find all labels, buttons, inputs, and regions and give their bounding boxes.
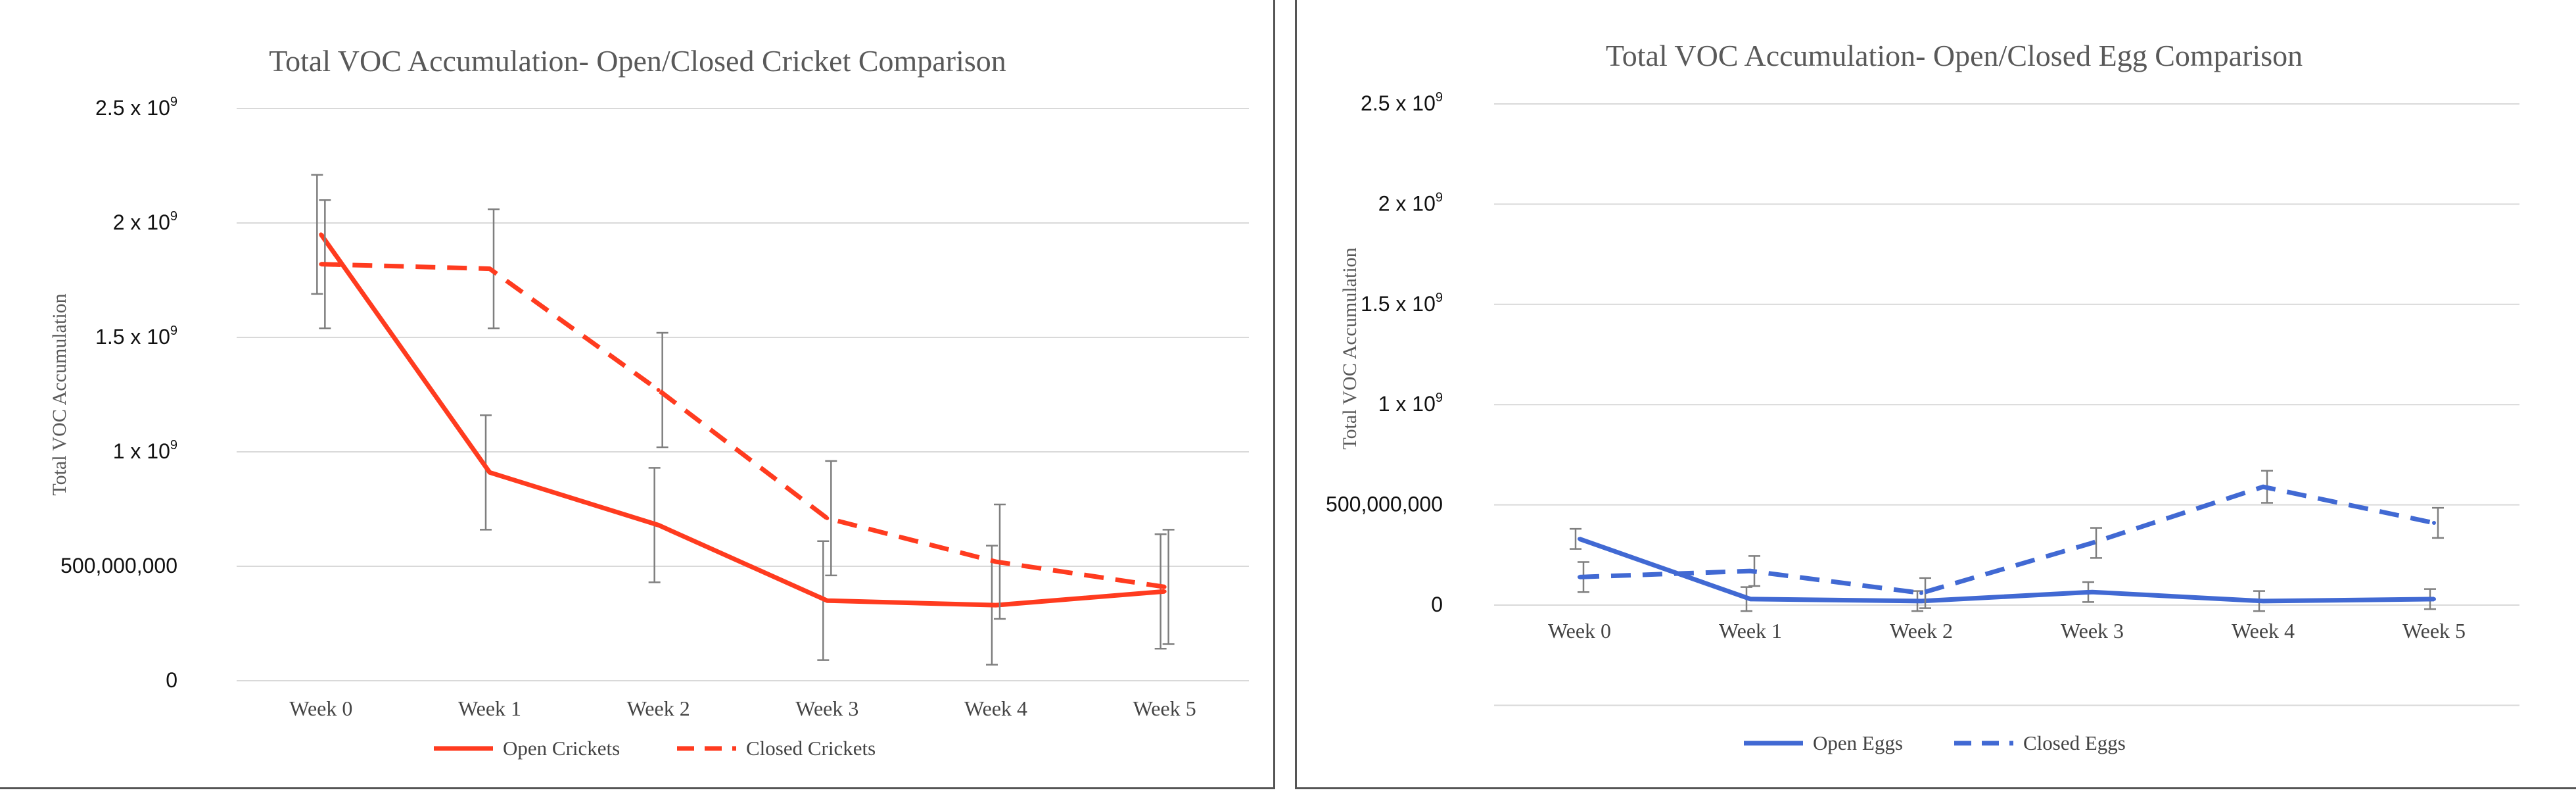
data-point (2261, 599, 2265, 603)
y-tick-label: 500,000,000 (1326, 493, 1443, 516)
y-tick-label: 1.5 x 109 (1361, 291, 1443, 316)
y-tick-label: 1 x 109 (113, 438, 177, 463)
cricket-chart: Total VOC Accumulation- Open/Closed Cric… (49, 44, 1249, 760)
y-axis-label: Total VOC Accumulation (1339, 247, 1361, 449)
y-axis-label: Total VOC Accumulation (49, 293, 70, 495)
y-tick-label: 0 (166, 668, 177, 692)
y-tick-label: 1.5 x 109 (95, 324, 177, 349)
data-point (2432, 597, 2436, 601)
x-tick-label: Week 0 (289, 697, 352, 720)
x-tick-label: Week 4 (964, 697, 1027, 720)
data-point (319, 232, 323, 237)
legend-entry: Open Crickets (434, 737, 620, 760)
data-point (2090, 590, 2094, 595)
data-point (488, 266, 492, 271)
series-line-closed-crickets (321, 262, 1165, 589)
legend-label: Closed Crickets (746, 737, 876, 760)
x-tick-label: Week 1 (1719, 619, 1782, 643)
data-point (656, 388, 661, 393)
legend-label: Open Crickets (503, 737, 620, 760)
x-tick-label: Week 5 (1133, 697, 1196, 720)
series-line-closed-eggs (1579, 484, 2435, 596)
data-point (825, 599, 830, 603)
data-point (1919, 599, 1923, 603)
data-point (1578, 575, 1581, 579)
data-point (1919, 591, 1923, 595)
x-tick-label: Week 2 (1890, 619, 1953, 643)
x-tick-label: Week 4 (2232, 619, 2295, 643)
data-point (994, 560, 998, 564)
data-point (1748, 569, 1752, 574)
egg-chart-panel: Total VOC Accumulation- Open/Closed Egg … (1295, 0, 2576, 789)
x-tick-label: Week 5 (2402, 619, 2466, 643)
error-bar (2432, 506, 2444, 539)
data-point (825, 516, 830, 520)
data-point (994, 603, 998, 608)
data-point (1748, 597, 1752, 601)
y-tick-label: 500,000,000 (60, 554, 177, 577)
legend-entry: Open Eggs (1744, 731, 1903, 754)
chart-title: Total VOC Accumulation- Open/Closed Egg … (1606, 39, 2303, 72)
legend-label: Open Eggs (1813, 731, 1903, 754)
cricket-chart-panel: Total VOC Accumulation- Open/Closed Cric… (0, 0, 1275, 789)
x-tick-label: Week 3 (795, 697, 858, 720)
y-tick-label: 0 (1431, 593, 1443, 616)
legend-entry: Closed Crickets (677, 737, 876, 760)
egg-chart: Total VOC Accumulation- Open/Closed Egg … (1326, 39, 2519, 754)
error-bar (1162, 529, 1175, 645)
chart-title: Total VOC Accumulation- Open/Closed Cric… (269, 44, 1006, 78)
y-tick-label: 2 x 109 (1378, 190, 1443, 215)
data-point (1578, 537, 1581, 541)
error-bar (488, 208, 500, 330)
data-point (2261, 485, 2265, 489)
legend-entry: Closed Eggs (1954, 731, 2126, 754)
data-point (319, 262, 323, 266)
y-tick-label: 2.5 x 109 (1361, 90, 1443, 115)
error-bar (1570, 527, 1581, 550)
x-tick-label: Week 2 (627, 697, 690, 720)
data-point (2090, 541, 2094, 545)
x-tick-label: Week 3 (2061, 619, 2124, 643)
legend-label: Closed Eggs (2023, 731, 2126, 754)
data-point (1162, 589, 1167, 594)
x-tick-label: Week 0 (1548, 619, 1611, 643)
y-tick-label: 2.5 x 109 (95, 95, 177, 120)
error-bar (480, 414, 492, 531)
y-tick-label: 1 x 109 (1378, 391, 1443, 416)
series-line-open-crickets (319, 233, 1165, 608)
error-bar (311, 174, 323, 295)
data-point (1162, 585, 1167, 589)
series-line-open-eggs (1578, 537, 2435, 604)
data-point (488, 470, 492, 475)
error-bar (825, 460, 837, 577)
data-point (656, 523, 661, 527)
error-bar (656, 331, 668, 449)
error-bar (2090, 527, 2102, 559)
x-tick-label: Week 1 (458, 697, 521, 720)
data-point (2432, 521, 2436, 526)
y-tick-label: 2 x 109 (113, 209, 177, 234)
